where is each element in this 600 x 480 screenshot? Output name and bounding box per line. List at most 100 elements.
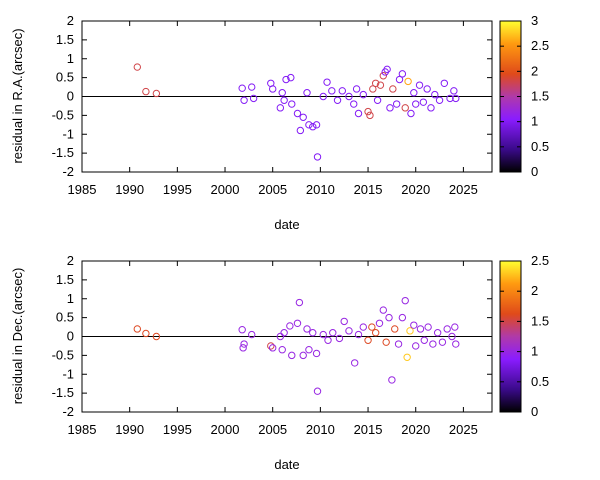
data-point bbox=[424, 323, 432, 331]
data-point bbox=[293, 319, 302, 327]
data-point bbox=[299, 351, 307, 360]
data-point bbox=[280, 96, 288, 104]
data-point bbox=[423, 85, 431, 93]
data-point bbox=[427, 104, 435, 112]
data-point bbox=[443, 325, 451, 333]
data-point bbox=[280, 329, 288, 337]
data-point bbox=[238, 84, 246, 92]
data-point bbox=[373, 96, 382, 104]
colorbar-tick-label: 1.5 bbox=[531, 313, 549, 328]
data-point bbox=[354, 330, 363, 339]
y-tick-label: -1 bbox=[62, 126, 74, 141]
data-point bbox=[288, 351, 296, 360]
data-point bbox=[238, 326, 246, 334]
y-tick-label: -2 bbox=[62, 164, 74, 179]
data-point bbox=[142, 329, 150, 338]
x-tick-label: 2000 bbox=[211, 422, 240, 437]
data-point bbox=[338, 87, 347, 95]
y-tick-label: 1.5 bbox=[56, 32, 74, 47]
data-point bbox=[328, 87, 336, 95]
data-point bbox=[371, 329, 380, 337]
x-tick-label: 2010 bbox=[306, 182, 335, 197]
data-point bbox=[323, 78, 331, 86]
y-tick-label: -2 bbox=[62, 404, 74, 419]
data-point bbox=[451, 323, 459, 331]
y-tick-label: 0.5 bbox=[56, 70, 74, 85]
x-tick-label: 2015 bbox=[354, 422, 383, 437]
data-point bbox=[312, 349, 321, 358]
data-point bbox=[440, 79, 449, 87]
x-tick-label: 2005 bbox=[258, 182, 287, 197]
data-point bbox=[309, 329, 317, 337]
x-tick-label: 1985 bbox=[68, 182, 97, 197]
y-tick-label: 1 bbox=[67, 51, 74, 66]
data-point bbox=[345, 92, 353, 101]
colorbar-tick-label: 0 bbox=[531, 164, 538, 179]
data-point bbox=[398, 70, 407, 78]
data-point bbox=[295, 298, 304, 307]
data-point bbox=[340, 317, 348, 326]
data-point bbox=[368, 323, 376, 331]
y-tick-label: -1 bbox=[62, 366, 74, 381]
data-point bbox=[435, 96, 444, 104]
x-tick-label: 2005 bbox=[258, 422, 287, 437]
y-tick-label: 2 bbox=[67, 13, 74, 28]
data-point bbox=[276, 332, 285, 341]
data-point bbox=[350, 359, 359, 367]
dec-colorbar-gradient bbox=[499, 260, 522, 413]
data-point bbox=[240, 340, 248, 348]
data-point bbox=[416, 325, 425, 333]
data-point bbox=[401, 296, 409, 305]
data-point bbox=[394, 340, 403, 348]
data-point bbox=[303, 325, 311, 333]
x-tick-label: 1995 bbox=[163, 182, 192, 197]
y-tick-label: -0.5 bbox=[52, 347, 74, 362]
dec-residual-chart: -2-1.5-1-0.500.511.52 1985 1990 1995 2000 20… bbox=[10, 253, 549, 472]
y-tick-label: 0 bbox=[67, 89, 74, 104]
x-tick-label: 2010 bbox=[306, 422, 335, 437]
data-point bbox=[319, 330, 327, 339]
data-point bbox=[287, 73, 295, 82]
data-point bbox=[419, 98, 428, 106]
data-point bbox=[267, 342, 275, 350]
data-point bbox=[401, 104, 409, 112]
y-tick-label: 2 bbox=[67, 253, 74, 268]
ra-residual-chart: -2-1.5-1-0.500.511.52 1985 1990 1995 2000 20… bbox=[10, 13, 549, 232]
data-point bbox=[248, 330, 256, 339]
data-point bbox=[410, 89, 418, 97]
x-tick-label: 1995 bbox=[163, 422, 192, 437]
data-point bbox=[410, 321, 418, 329]
data-point bbox=[389, 85, 397, 93]
x-tick-label: 2025 bbox=[449, 182, 478, 197]
data-point bbox=[133, 63, 142, 71]
data-point bbox=[388, 376, 396, 384]
data-point bbox=[398, 313, 407, 322]
data-point bbox=[142, 87, 150, 96]
y-tick-label: 1.5 bbox=[56, 272, 74, 287]
data-point bbox=[288, 100, 296, 108]
data-point bbox=[286, 322, 294, 330]
y-tick-label: -1.5 bbox=[52, 145, 74, 160]
data-point bbox=[452, 94, 460, 103]
colorbar-tick-label: 2.5 bbox=[531, 253, 549, 268]
data-point bbox=[385, 313, 393, 322]
data-point bbox=[313, 387, 322, 395]
data-point bbox=[379, 72, 388, 80]
data-point bbox=[248, 83, 256, 91]
ra-y-axis-label: residual in R.A.(arcsec) bbox=[10, 28, 25, 163]
data-point bbox=[429, 340, 437, 348]
data-point bbox=[305, 121, 313, 129]
ra-colorbar: 0 0.5 1 1.5 2 2.5 3 bbox=[499, 13, 549, 179]
data-point bbox=[382, 338, 390, 346]
data-point bbox=[352, 85, 361, 93]
x-tick-label: 2020 bbox=[401, 422, 430, 437]
data-point bbox=[313, 153, 322, 161]
data-point bbox=[404, 77, 412, 86]
data-point bbox=[309, 123, 317, 131]
data-point bbox=[403, 353, 411, 361]
x-tick-label: 1990 bbox=[115, 182, 144, 197]
data-point bbox=[350, 100, 358, 108]
data-point bbox=[359, 90, 367, 99]
x-tick-label: 2015 bbox=[354, 182, 383, 197]
data-point bbox=[412, 100, 420, 108]
